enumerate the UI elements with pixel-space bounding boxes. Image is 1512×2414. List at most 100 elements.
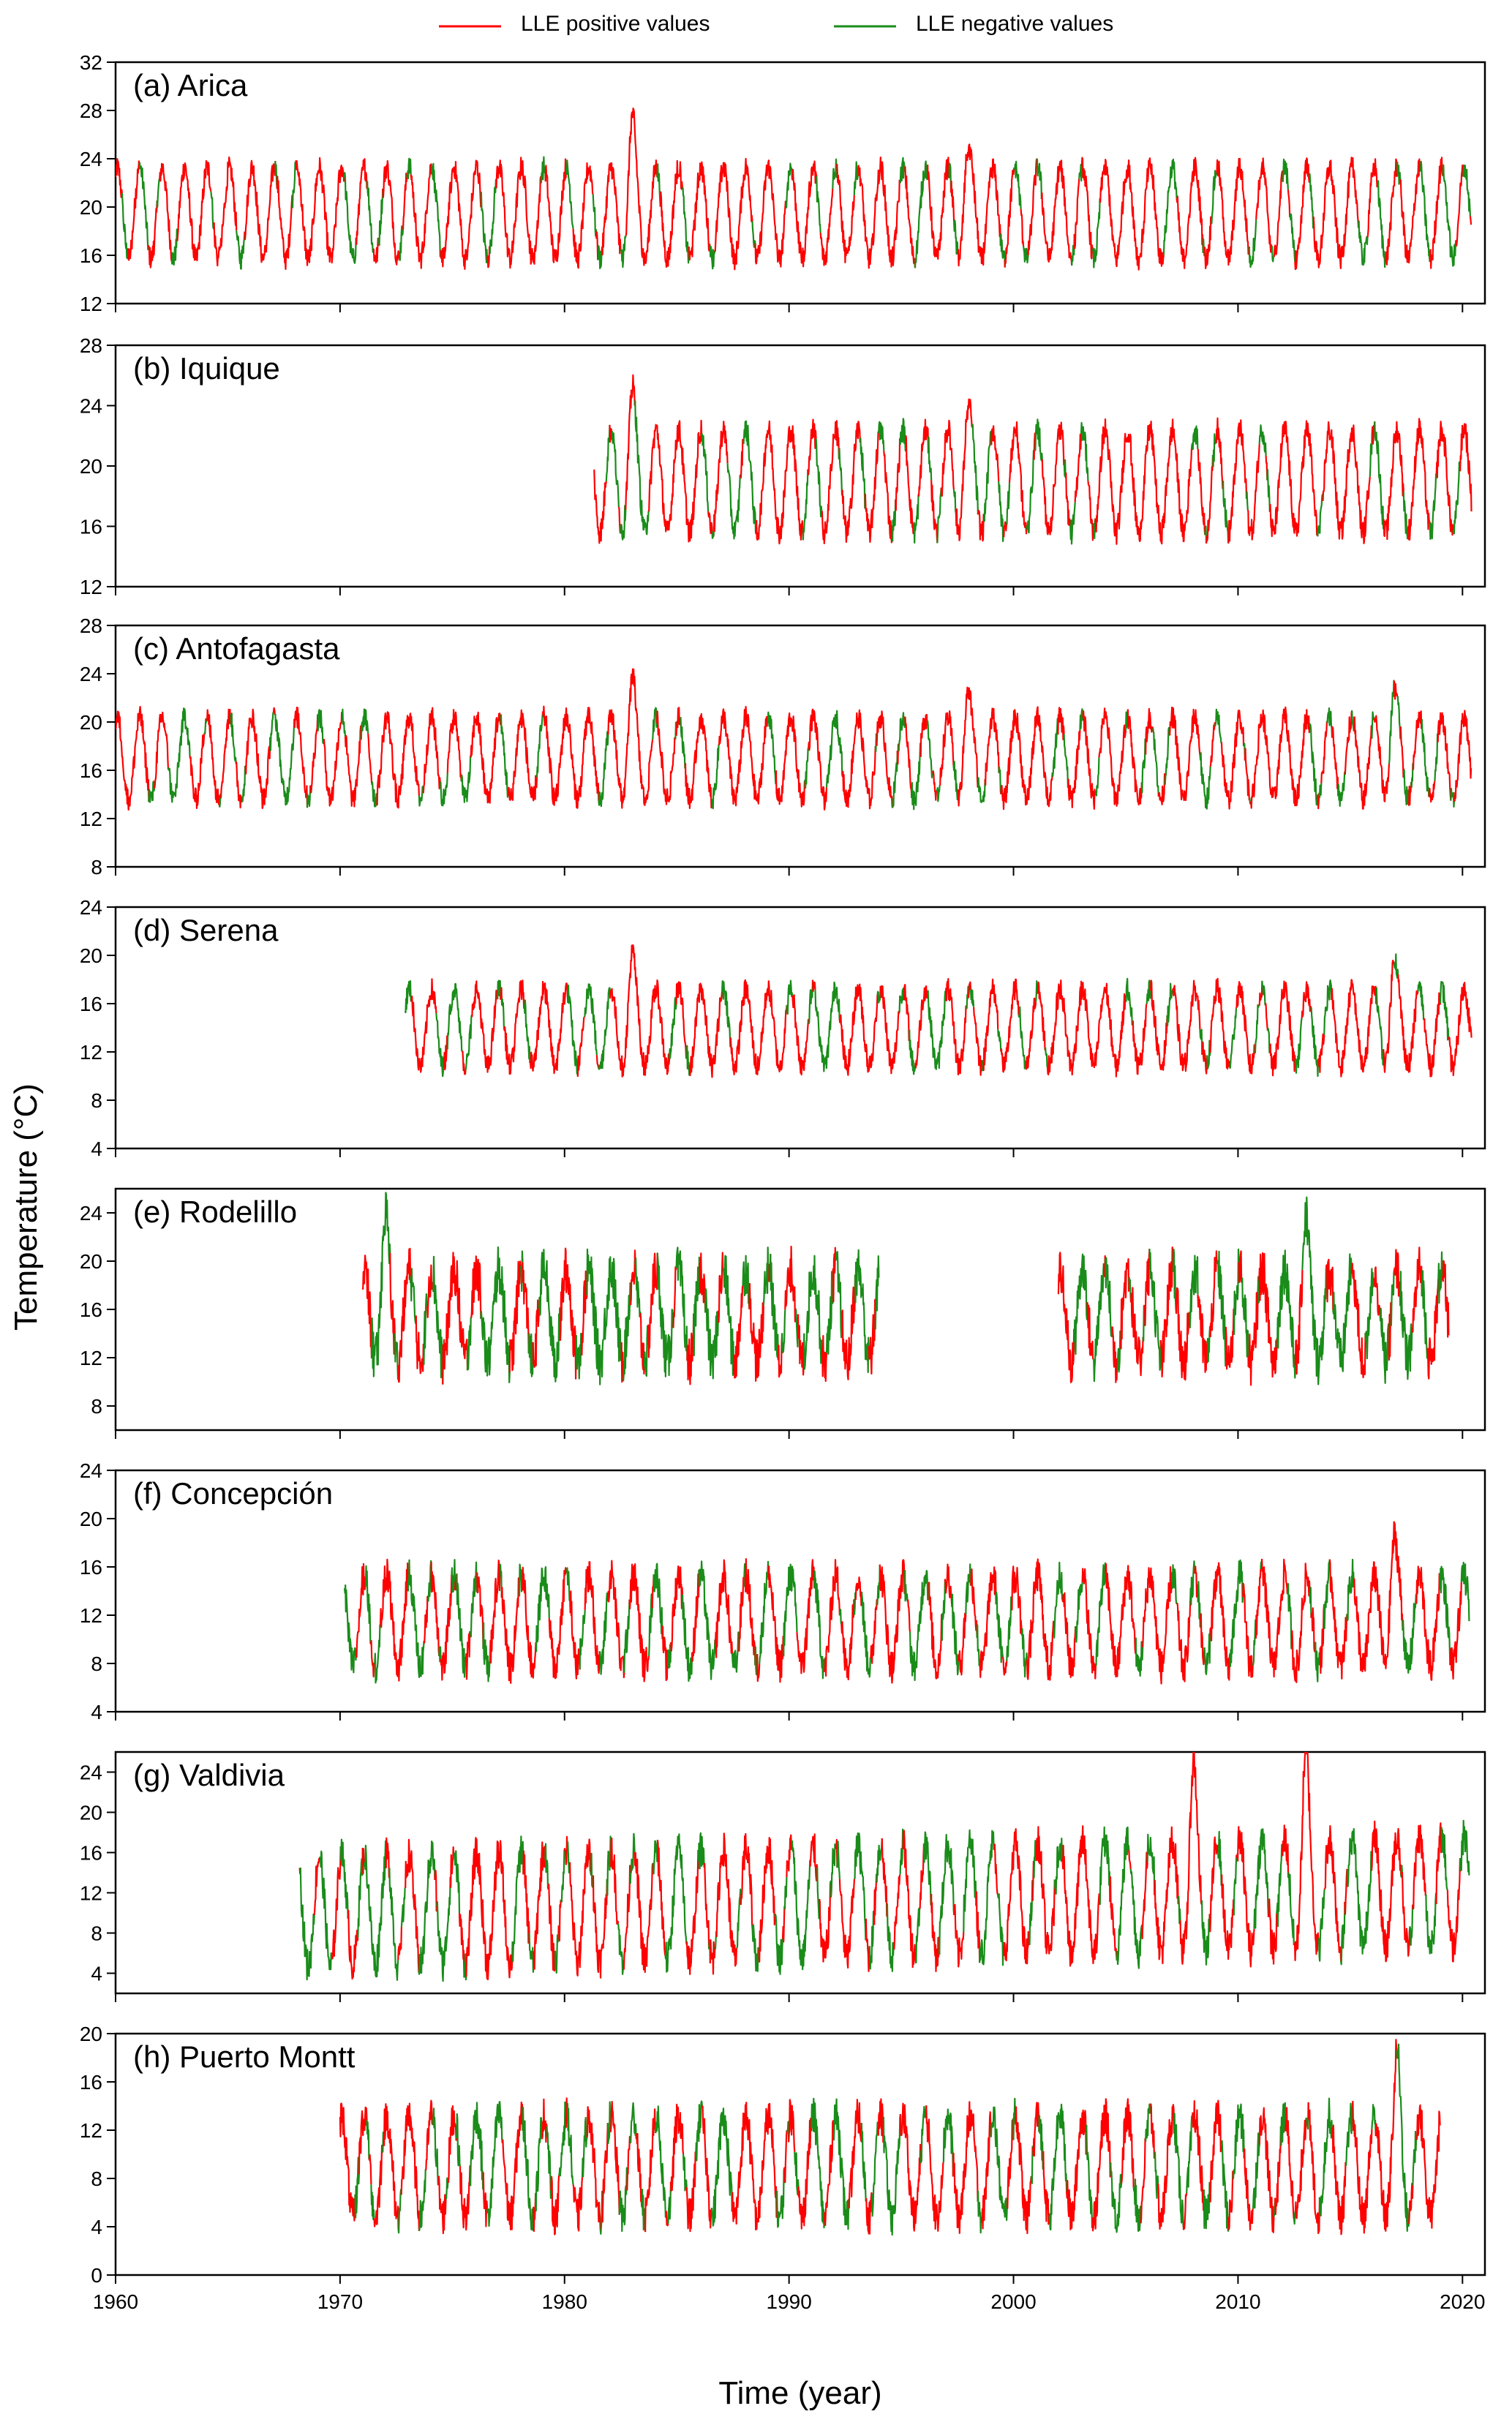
series-negative-line (977, 777, 986, 803)
series-positive-line (625, 108, 658, 266)
y-tick-label: 12 (80, 293, 102, 315)
series-negative-line (400, 1887, 406, 1928)
series-negative-line (1402, 491, 1409, 540)
series-positive-line (714, 1559, 734, 1658)
series-negative-line (1203, 1630, 1211, 1675)
series-positive-line (1194, 1565, 1199, 1603)
series-positive-line (1145, 707, 1154, 755)
series-negative-line (1346, 1828, 1373, 1955)
series-negative-line (370, 2184, 375, 2221)
series-positive-line (586, 2106, 601, 2230)
series-negative-line (438, 1646, 442, 1663)
series-positive-line (1411, 1247, 1423, 1333)
series-negative-line (1199, 1029, 1203, 1055)
series-positive-line (244, 159, 277, 263)
series-positive-line (607, 668, 654, 809)
series-negative-line (497, 979, 502, 1000)
series-negative-line (680, 717, 687, 769)
series-positive-line (400, 2102, 420, 2231)
series-negative-line (697, 1832, 706, 1870)
series-negative-line (1063, 734, 1069, 789)
series-negative-line (630, 2102, 638, 2143)
series-positive-line (740, 1832, 753, 1925)
series-negative-line (936, 784, 941, 802)
series-negative-line (546, 2127, 552, 2200)
series-negative-line (854, 1249, 870, 1374)
series-positive-line (1415, 1565, 1440, 1681)
series-positive-line (1373, 1266, 1382, 1322)
series-positive-line (1255, 157, 1273, 253)
series-positive-line (1035, 1826, 1056, 1955)
series-positive-line (1065, 472, 1072, 526)
series-positive-line (791, 994, 810, 1076)
series-positive-line (953, 1903, 965, 1968)
series-negative-line (892, 751, 898, 808)
series-negative-line (1309, 1587, 1312, 1618)
series-positive-line (1042, 2151, 1050, 2225)
series-positive-line (219, 708, 232, 799)
series-negative-line (1388, 680, 1395, 764)
series-positive-line (1242, 1582, 1254, 1678)
series-positive-line (1140, 2137, 1147, 2224)
series-negative-line (1033, 1840, 1037, 1879)
series-positive-line (606, 1560, 625, 1679)
series-positive-line (919, 713, 929, 757)
series-negative-line (1073, 1253, 1088, 1355)
series-positive-line (344, 725, 362, 808)
series-positive-line (541, 2098, 548, 2143)
series-negative-line (598, 731, 609, 808)
series-positive-line (569, 1838, 593, 1977)
series-negative-line (1148, 1248, 1162, 1371)
series-negative-line (685, 1045, 691, 1076)
series-negative-line (1396, 162, 1402, 185)
series-positive-line (1061, 1592, 1077, 1678)
series-negative-line (1172, 1248, 1177, 1307)
series-positive-line (1383, 959, 1395, 1073)
series-negative-line (1248, 219, 1257, 268)
series-positive-line (904, 716, 913, 799)
series-negative-line (397, 2189, 402, 2234)
series-negative-line (319, 1850, 334, 1971)
series-positive-line (841, 1274, 857, 1380)
series-positive-line (557, 1899, 562, 1942)
series-positive-line (699, 1252, 707, 1313)
series-negative-line (652, 1840, 658, 1875)
panel-5: 4 8 12 16 20 24 (f) Concepción (80, 1459, 1486, 1723)
series-negative-line (1332, 1253, 1353, 1372)
series-positive-line (786, 1834, 794, 1878)
y-tick-label: 24 (80, 1761, 102, 1784)
series-positive-line (1200, 1613, 1206, 1666)
series-negative-line (1023, 246, 1029, 264)
series-negative-line (1440, 981, 1450, 1041)
series-positive-line (1373, 715, 1391, 802)
series-negative-line (592, 194, 598, 239)
series-positive-line (873, 1873, 878, 1925)
series-positive-line (1132, 1004, 1148, 1075)
series-positive-line (1331, 726, 1339, 797)
series-positive-line (1319, 1603, 1325, 1674)
series-positive-line (368, 2154, 372, 2185)
series-positive-line (1312, 157, 1360, 269)
series-positive-line (1407, 418, 1431, 541)
series-positive-line (797, 1314, 805, 1376)
series-negative-line (1220, 2140, 1230, 2232)
chart-panels: 12 16 20 24 28 32 (a) Arica 12 16 20 24 28 (b) Iquiq… (80, 51, 1486, 2313)
panel-frame (114, 1469, 1486, 1713)
y-tick-label: 16 (80, 1556, 102, 1579)
series-positive-line (1235, 1826, 1255, 1968)
series-negative-line (795, 1309, 800, 1348)
y-tick-label: 24 (80, 1202, 102, 1225)
series-positive-line (905, 435, 915, 535)
series (361, 1192, 1450, 1386)
series-positive-line (1353, 1521, 1404, 1673)
series-negative-line (854, 1832, 867, 1941)
series-positive-line (1128, 1850, 1132, 1869)
series-negative-line (436, 1876, 451, 1982)
series-negative-line (1099, 1826, 1111, 1905)
series-negative-line (1211, 170, 1218, 225)
series-positive-line (838, 983, 879, 1076)
series-negative-line (584, 983, 598, 1056)
series-positive-line (1098, 707, 1127, 807)
series-negative-line (1380, 1307, 1391, 1384)
y-axis-title: Temperature (°C) (8, 1083, 44, 1331)
